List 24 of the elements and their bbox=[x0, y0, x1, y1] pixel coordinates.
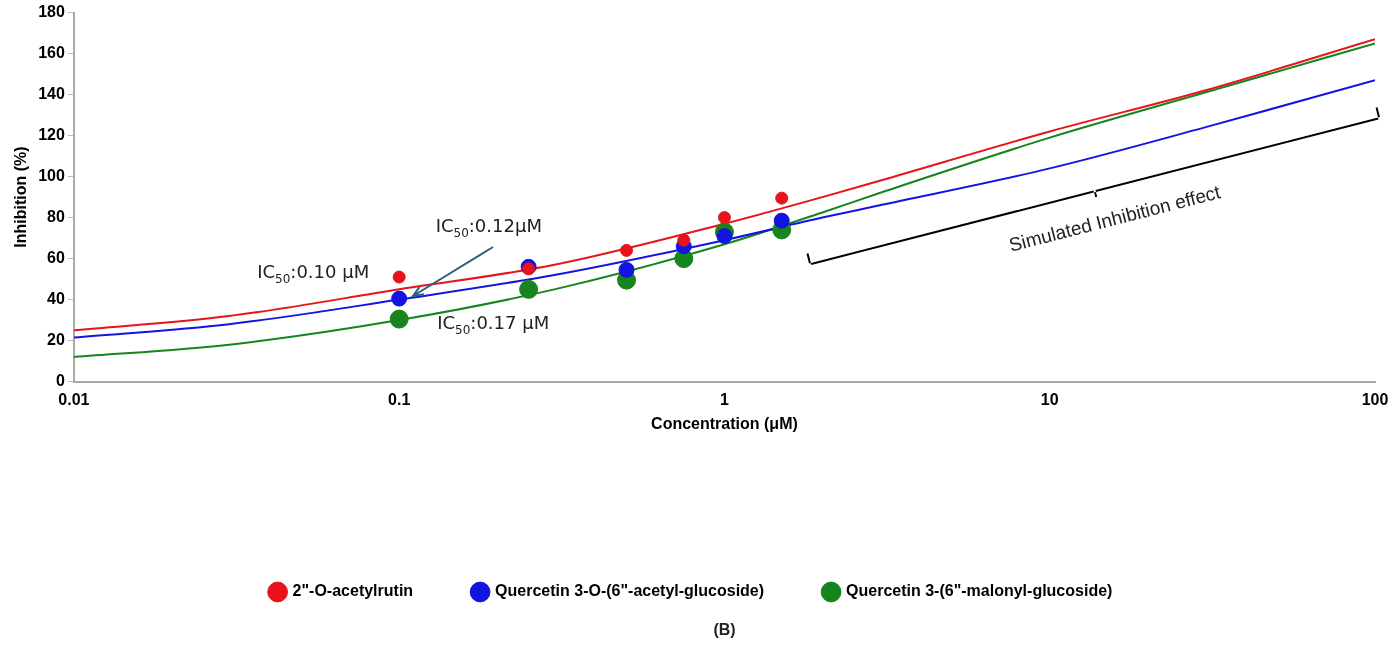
y-tick-label: 0 bbox=[55, 372, 65, 390]
x-tick-label: 1 bbox=[719, 390, 729, 408]
y-tick-label: 60 bbox=[47, 249, 65, 267]
y-tick-label: 20 bbox=[47, 331, 65, 349]
x-tick-label: 100 bbox=[1361, 390, 1389, 408]
y-tick-label: 180 bbox=[38, 3, 65, 21]
annotation: IC$_{50}$:0.17 μM bbox=[437, 312, 550, 337]
text: (B) bbox=[713, 621, 736, 638]
y-tick-label: 40 bbox=[47, 290, 65, 308]
y-tick-label: 160 bbox=[38, 44, 65, 62]
x-tick-label: 10 bbox=[1040, 390, 1059, 408]
annotation: IC$_{50}$:0.12μM bbox=[435, 214, 542, 240]
legend-label: Quercetin 3-O-(6"-acetyl-glucoside) bbox=[495, 582, 765, 600]
x-tick-label: 0.1 bbox=[388, 390, 411, 408]
y-tick-label: 140 bbox=[38, 85, 65, 103]
x-axis-title: Concentration (μM) bbox=[651, 414, 798, 432]
y-tick-label: 80 bbox=[47, 208, 65, 226]
y-tick-label: 100 bbox=[38, 167, 65, 185]
y-tick-label: 120 bbox=[38, 126, 65, 144]
legend-label: 2"-O-acetylrutin bbox=[292, 582, 414, 600]
y-axis-title: Inhibition (%) bbox=[12, 146, 30, 248]
annotation: IC$_{50}$:0.10 μM bbox=[257, 261, 370, 286]
legend-label: Quercetin 3-(6"-malonyl-glucoside) bbox=[846, 582, 1113, 600]
x-tick-label: 0.01 bbox=[58, 390, 90, 408]
